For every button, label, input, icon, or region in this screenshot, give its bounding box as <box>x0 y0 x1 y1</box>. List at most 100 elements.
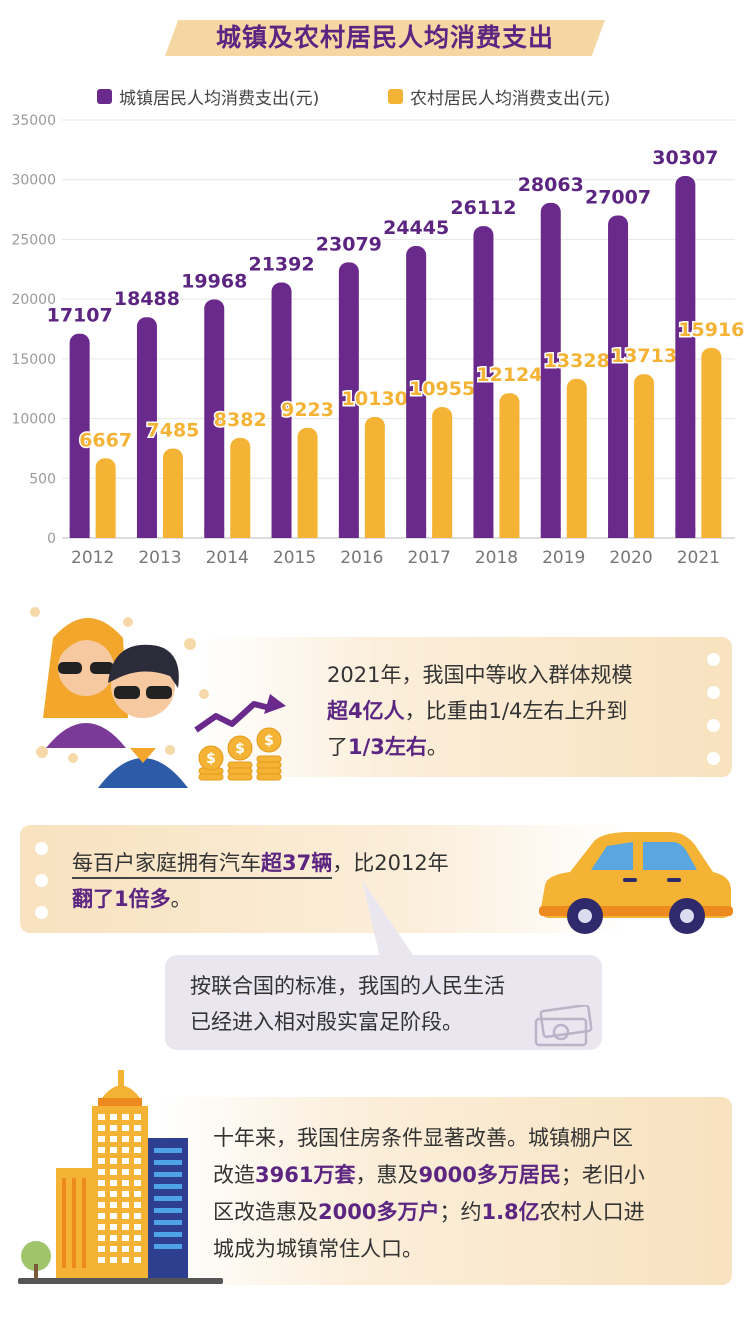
rising-chart-icon <box>194 694 286 733</box>
bar-urban <box>204 299 225 538</box>
data-label-rural: 13713 <box>611 345 677 367</box>
bar-urban-base <box>271 528 292 538</box>
bar-chart: 0 500 10000 15000 20000 25000 30000 35000 2012 17… <box>11 113 745 568</box>
bar-urban <box>136 317 157 538</box>
data-label-rural: 15916 <box>678 319 744 341</box>
y-tick-label: 15000 <box>11 352 56 368</box>
text: ；约 <box>439 1200 482 1224</box>
bar-rural-base <box>634 528 655 538</box>
y-tick-label: 35000 <box>11 113 56 129</box>
bar-urban <box>338 262 359 538</box>
text: 城成为城镇常住人口。 <box>213 1237 423 1261</box>
bar-urban-base <box>136 528 157 538</box>
text: 。 <box>426 735 448 759</box>
data-label-urban: 23079 <box>316 233 382 255</box>
data-label-urban: 24445 <box>383 217 449 239</box>
bar-urban-base <box>473 528 494 538</box>
data-label-rural: 7485 <box>147 420 200 442</box>
bar-rural <box>432 407 453 538</box>
x-tick-label: 2018 <box>475 548 518 568</box>
svg-text:$: $ <box>206 751 216 767</box>
bar-rural-base <box>566 528 587 538</box>
bar-urban-base <box>406 528 427 538</box>
legend-swatch-urban <box>97 89 112 104</box>
tree-icon <box>21 1241 51 1279</box>
x-tick-label: 2016 <box>340 548 383 568</box>
y-tick-label: 0 <box>47 531 56 547</box>
bar-rural-base <box>364 528 385 538</box>
highlight: 2000多万户 <box>318 1200 440 1224</box>
bubble-un-standard <box>165 955 602 1050</box>
bubble-text: 按联合国的标准，我国的人民生活 已经进入相对殷实富足阶段。 <box>190 968 590 1040</box>
bar-urban <box>406 246 427 538</box>
text: 农村人口进 <box>539 1200 645 1224</box>
bubble-pointer <box>362 880 415 958</box>
bar-rural <box>297 427 318 538</box>
panel-dot <box>707 686 720 699</box>
car-icon <box>539 832 733 934</box>
y-tick-label: 500 <box>29 471 56 487</box>
bar-rural <box>162 448 183 538</box>
highlight: 超4亿人 <box>327 699 405 723</box>
y-tick-label: 10000 <box>11 412 56 428</box>
y-tick-label: 25000 <box>11 232 56 248</box>
panel-dot <box>35 906 48 919</box>
data-label-urban: 27007 <box>585 186 651 208</box>
highlight: 翻了1倍多 <box>72 887 171 911</box>
bar-rural <box>95 458 116 538</box>
panel-cars-text: 每百户家庭拥有汽车超37辆，比2012年 翻了1倍多。 <box>72 845 542 917</box>
panel-housing <box>160 1097 732 1285</box>
bar-rural <box>364 417 385 538</box>
bar-rural <box>566 378 587 538</box>
text: ，惠及 <box>355 1163 419 1187</box>
data-label-urban: 18488 <box>114 288 180 310</box>
bar-rural-base <box>701 528 722 538</box>
bar-urban-base <box>608 528 629 538</box>
bar-urban <box>271 282 292 538</box>
highlight: 1.8亿 <box>481 1200 540 1224</box>
y-tick-label: 20000 <box>11 292 56 308</box>
bar-urban-base <box>69 528 90 538</box>
panel-dot <box>707 653 720 666</box>
bar-urban-base <box>204 528 225 538</box>
highlight: 3961万套 <box>255 1163 356 1187</box>
svg-text:$: $ <box>264 733 274 749</box>
money-icon <box>534 1005 593 1047</box>
highlight: 超37辆 <box>261 851 333 875</box>
bar-urban-base <box>540 528 561 538</box>
coins-icon: $ $ $ <box>198 727 282 781</box>
bar-urban-base <box>338 528 359 538</box>
title-band <box>165 20 605 56</box>
data-label-rural: 10130 <box>342 388 408 410</box>
building-icon <box>18 1070 223 1284</box>
data-label-urban: 17107 <box>47 305 113 327</box>
text: 十年来，我国住房条件显著改善。城镇棚户区 <box>213 1126 633 1150</box>
x-tick-label: 2017 <box>408 548 451 568</box>
bar-rural <box>701 347 722 538</box>
text: 每百户家庭拥有汽车 <box>72 851 261 875</box>
bar-urban <box>675 176 696 538</box>
data-label-rural: 10955 <box>409 378 475 400</box>
bar-rural-base <box>499 528 520 538</box>
legend-label-rural: 农村居民人均消费支出(元) <box>410 89 611 109</box>
x-tick-label: 2020 <box>609 548 652 568</box>
bar-rural <box>634 374 655 538</box>
highlight: 1/3左右 <box>348 735 427 759</box>
x-tick-label: 2021 <box>677 548 720 568</box>
bar-urban-base <box>675 528 696 538</box>
text: 按联合国的标准，我国的人民生活 <box>190 974 505 998</box>
bar-urban <box>540 202 561 538</box>
text: 了 <box>327 735 348 759</box>
panel-dot <box>35 842 48 855</box>
panel-middle-income-text: 2021年，我国中等收入群体规模 超4亿人，比重由1/4左右上升到 了1/3左右… <box>327 657 707 765</box>
text: 。 <box>170 887 192 911</box>
panel-housing-text: 十年来，我国住房条件显著改善。城镇棚户区 改造3961万套，惠及9000多万居民… <box>213 1120 728 1268</box>
data-label-urban: 28063 <box>518 174 584 196</box>
legend-item-rural: 农村居民人均消费支出(元) <box>388 84 610 109</box>
bar-rural-base <box>162 528 183 538</box>
data-label-urban: 30307 <box>652 147 718 169</box>
data-label-rural: 6667 <box>79 429 132 451</box>
panel-dot <box>707 752 720 765</box>
legend-swatch-rural <box>388 89 403 104</box>
x-tick-label: 2012 <box>71 548 114 568</box>
